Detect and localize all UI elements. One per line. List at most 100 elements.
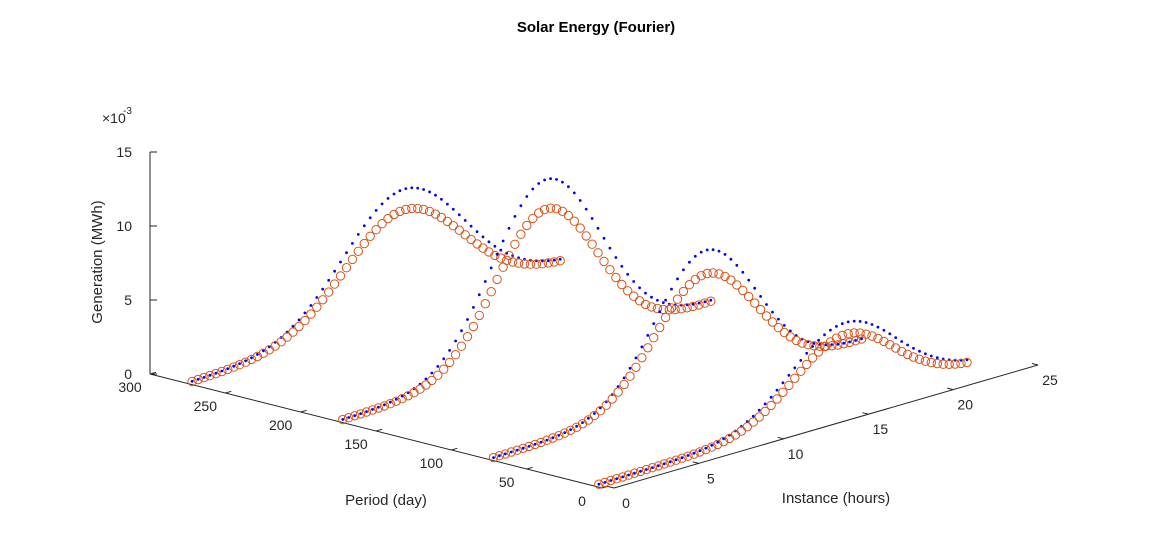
data-point — [723, 253, 727, 256]
data-point — [422, 188, 425, 191]
fit-point — [600, 477, 610, 488]
fit-point — [581, 231, 591, 241]
fit-point — [418, 204, 429, 215]
fit-point — [448, 221, 458, 231]
fit-point — [755, 304, 766, 315]
fit-point — [395, 206, 405, 217]
fit-point — [217, 366, 227, 377]
fit-point — [623, 286, 633, 296]
fit-point — [773, 322, 784, 333]
fit-point — [879, 336, 889, 347]
data-point — [590, 217, 594, 220]
fit-point — [246, 354, 257, 365]
x-tick-mark — [692, 461, 699, 464]
fit-point — [690, 274, 700, 285]
fit-point — [335, 271, 346, 281]
data-point — [888, 332, 892, 336]
fit-point — [543, 258, 553, 268]
fit-point — [565, 425, 576, 435]
fit-point — [466, 234, 476, 245]
fit-point — [605, 265, 615, 275]
fit-point — [528, 213, 538, 224]
fit-point — [205, 370, 215, 381]
data-point — [327, 278, 331, 282]
fit-point — [700, 298, 710, 308]
data-point — [812, 342, 816, 345]
data-point — [912, 346, 915, 350]
fit-point — [344, 413, 354, 423]
data-point — [513, 215, 517, 218]
data-point — [846, 320, 850, 324]
fit-point — [738, 285, 748, 296]
fit-point — [659, 459, 669, 469]
fit-point — [873, 333, 883, 344]
fit-point — [595, 406, 605, 416]
data-point — [753, 286, 757, 290]
z-exponent: -3 — [123, 106, 132, 117]
data-point — [392, 192, 396, 196]
data-point — [463, 219, 467, 222]
data-point — [309, 304, 313, 307]
fit-point — [671, 455, 681, 465]
fit-point — [542, 435, 552, 445]
fit-point — [338, 414, 348, 425]
fit-point — [754, 412, 764, 422]
data-point — [793, 366, 797, 370]
data-point — [759, 295, 762, 298]
fit-point — [855, 328, 865, 338]
data-point — [645, 468, 648, 471]
fit-point — [683, 451, 693, 461]
data-point — [782, 324, 786, 327]
fit-point — [508, 257, 518, 267]
y-tick-label: 100 — [420, 455, 444, 471]
data-point — [823, 333, 826, 337]
data-point — [741, 270, 745, 274]
data-point — [769, 395, 773, 399]
data-point — [616, 385, 620, 389]
fit-point — [594, 479, 604, 489]
data-point — [436, 365, 440, 368]
data-point — [483, 280, 487, 283]
data-point — [644, 291, 647, 295]
fit-point — [187, 376, 197, 387]
fit-point — [500, 449, 510, 459]
fit-point — [534, 208, 544, 218]
fit-point — [545, 203, 556, 213]
fit-point — [282, 332, 292, 342]
data-point — [552, 258, 556, 262]
fit-point — [569, 216, 579, 226]
data-point — [321, 287, 325, 291]
fit-point — [837, 330, 847, 341]
fit-point — [665, 457, 675, 467]
data-point — [377, 405, 380, 409]
x-tick-label: 25 — [1042, 372, 1058, 388]
fit-point — [478, 243, 488, 253]
fit-point — [612, 474, 622, 484]
data-point — [386, 197, 390, 200]
data-point — [398, 189, 402, 193]
fit-point — [413, 203, 423, 214]
data-point — [777, 317, 780, 321]
fit-point — [288, 327, 298, 337]
data-point — [581, 421, 584, 424]
fit-point — [560, 428, 570, 438]
fit-point — [938, 359, 948, 369]
data-point — [226, 367, 230, 371]
fit-point — [926, 357, 936, 368]
x-tick-label: 10 — [788, 446, 804, 462]
fit-point — [518, 443, 528, 453]
fit-point — [713, 439, 723, 450]
fit-point — [367, 405, 378, 415]
fit-point — [525, 259, 536, 269]
fit-point — [306, 309, 316, 319]
data-point — [380, 202, 384, 206]
fit-point — [512, 445, 522, 455]
data-point — [561, 180, 564, 184]
fit-point — [617, 279, 627, 290]
data-point — [356, 233, 360, 236]
fit-point — [240, 357, 251, 367]
fit-point — [516, 229, 526, 239]
fit-point — [355, 409, 366, 419]
data-point — [711, 248, 715, 252]
data-point — [693, 254, 697, 258]
